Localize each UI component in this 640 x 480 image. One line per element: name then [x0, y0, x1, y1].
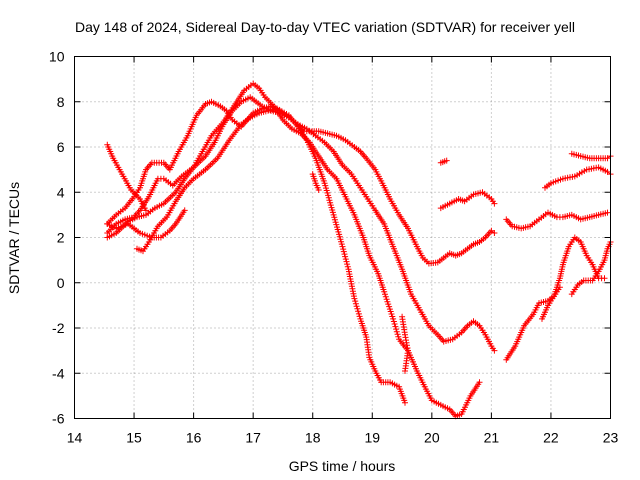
chart-title: Day 148 of 2024, Sidereal Day-to-day VTE… — [75, 19, 575, 35]
x-tick-label: 17 — [245, 430, 261, 446]
series-markers — [104, 80, 483, 420]
series-markers — [568, 150, 614, 162]
axis-tick-labels: 14 15 16 17 18 19 20 21 22 23 -6 -4 -2 0 2 4 6 8 10 — [49, 49, 619, 446]
x-tick-label: 20 — [424, 430, 440, 446]
y-tick-label: -4 — [52, 365, 65, 381]
x-tick-label: 22 — [543, 430, 559, 446]
series-markers — [542, 164, 614, 191]
series-trace-7 — [309, 171, 322, 193]
series-markers — [539, 234, 608, 322]
series-trace-line — [440, 191, 495, 209]
plot-frame — [74, 56, 611, 419]
series-trace-11 — [503, 209, 611, 232]
y-tick-label: -6 — [52, 411, 65, 427]
series-markers — [437, 157, 450, 166]
x-tick-label: 18 — [305, 430, 321, 446]
series-markers — [104, 207, 188, 241]
series-trace-13 — [539, 234, 608, 322]
series-trace-3 — [104, 94, 498, 354]
y-tick-label: 8 — [57, 94, 65, 110]
series-trace-4 — [104, 80, 483, 420]
series-trace-10 — [437, 189, 498, 212]
x-tick-label: 14 — [67, 430, 83, 446]
x-tick-label: 23 — [603, 430, 619, 446]
series-trace-16 — [568, 150, 614, 162]
series-markers — [309, 171, 322, 193]
plot-data — [104, 80, 614, 420]
y-tick-label: -2 — [52, 320, 65, 336]
series-trace-line — [107, 83, 480, 417]
series-trace-5 — [104, 207, 188, 241]
x-tick-label: 21 — [484, 430, 500, 446]
series-markers — [503, 209, 611, 232]
series-trace-8 — [399, 313, 411, 374]
series-trace-15 — [542, 164, 614, 191]
series-trace-6 — [134, 105, 408, 406]
y-tick-label: 6 — [57, 139, 65, 155]
series-trace-9 — [437, 157, 450, 166]
series-markers — [437, 189, 498, 212]
y-axis-title: SDTVAR / TECUs — [6, 182, 22, 294]
y-tick-label: 4 — [57, 184, 65, 200]
y-tick-label: 0 — [57, 275, 65, 291]
series-trace-2 — [104, 98, 498, 267]
y-tick-label: 2 — [57, 230, 65, 246]
series-trace-14 — [568, 239, 614, 298]
y-tick-label: 10 — [49, 49, 65, 65]
x-tick-label: 15 — [126, 430, 142, 446]
series-markers — [399, 313, 411, 374]
x-axis-title: GPS time / hours — [289, 458, 396, 474]
series-markers — [568, 239, 614, 298]
x-tick-label: 16 — [186, 430, 202, 446]
grid — [74, 56, 611, 419]
x-tick-label: 19 — [364, 430, 380, 446]
series-markers — [134, 105, 408, 406]
series-markers — [104, 98, 498, 267]
